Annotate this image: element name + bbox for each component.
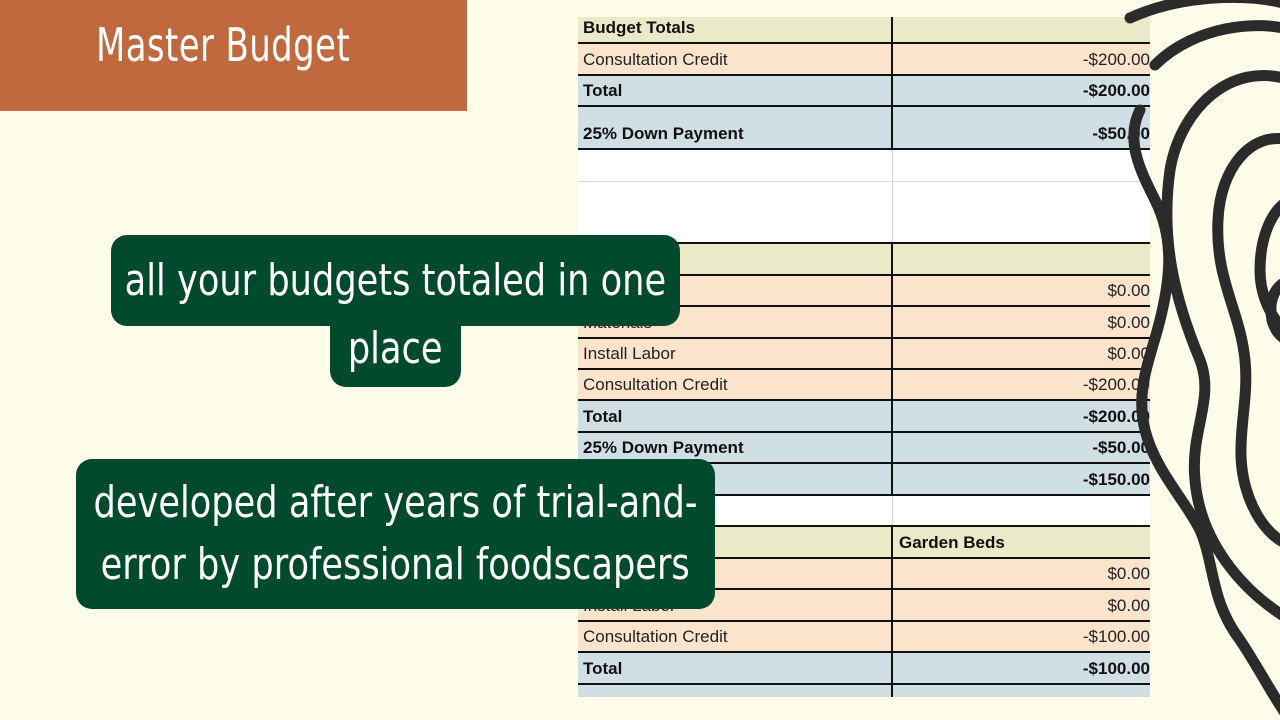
- row-label: Total: [578, 401, 893, 431]
- table-row: [578, 150, 1150, 182]
- row-label: [578, 182, 893, 242]
- callout-text: all your budgets totaled in one: [124, 255, 667, 306]
- title-banner: Master Budget: [0, 0, 467, 111]
- row-label: Install Labor: [578, 339, 893, 368]
- row-label: Total: [578, 76, 893, 105]
- row-value: -$150.00: [1082, 470, 1150, 489]
- callout-text: error by professional foodscapers: [100, 539, 691, 590]
- row-value: $0.00: [1107, 344, 1150, 363]
- table-row: 25% Down Payment -$50.00: [578, 107, 1150, 150]
- row-label: Consultation Credit: [578, 44, 893, 74]
- row-value: $0.00: [1107, 281, 1150, 300]
- row-value: -$200.00: [1082, 375, 1150, 394]
- table-row: [578, 182, 1150, 244]
- row-label: 25% Down Payment: [578, 433, 893, 462]
- row-value: -$100.00: [1082, 659, 1150, 678]
- decorative-swirl-lines: [1124, 0, 1280, 716]
- row-label: Total: [578, 653, 893, 683]
- table-row: Budget Totals: [578, 17, 1150, 44]
- row-value: -$200.00: [1082, 50, 1150, 69]
- row-value: -$200.00: [1082, 407, 1150, 426]
- row-label: [578, 559, 893, 588]
- row-value: $0.00: [1107, 596, 1150, 615]
- table-row: Total -$200.00: [578, 401, 1150, 433]
- row-label: [578, 496, 893, 525]
- callout-budgets-totaled-line2: place: [330, 310, 461, 387]
- callout-developed-by-pros: developed after years of trial-and- erro…: [76, 459, 715, 609]
- table-row: Install Labor $0.00: [578, 339, 1150, 370]
- table-row: Consultation Credit -$100.00: [578, 622, 1150, 653]
- row-value: Garden Beds: [899, 533, 1005, 552]
- budget-spreadsheet: Budget Totals Consultation Credit -$200.…: [578, 17, 1150, 697]
- row-value: $0.00: [1107, 313, 1150, 332]
- row-label: Budget Totals: [578, 17, 893, 42]
- page-title: Master Budget: [96, 18, 351, 72]
- row-value: -$200.00: [1082, 81, 1150, 100]
- row-value: -$50.00: [1092, 438, 1150, 457]
- callout-text: place: [348, 323, 443, 374]
- callout-text: developed after years of trial-and-: [93, 477, 698, 528]
- row-label: [578, 527, 893, 557]
- table-row: Total -$100.00: [578, 653, 1150, 685]
- row-label: [578, 276, 893, 305]
- row-label: [578, 464, 893, 494]
- table-row: Consultation Credit -$200.00: [578, 44, 1150, 76]
- table-row: Consultation Credit -$200.00: [578, 370, 1150, 401]
- table-row: 25% Down Payment -$50.00: [578, 433, 1150, 464]
- row-label: 25% Down Payment: [578, 107, 893, 148]
- row-label: Consultation Credit: [578, 370, 893, 399]
- row-label: [578, 685, 893, 697]
- table-row: Total -$200.00: [578, 76, 1150, 107]
- table-row: [578, 685, 1150, 697]
- row-label: [578, 150, 893, 181]
- row-label: Consultation Credit: [578, 622, 893, 651]
- row-value: -$100.00: [1082, 627, 1150, 646]
- row-value: $0.00: [1107, 564, 1150, 583]
